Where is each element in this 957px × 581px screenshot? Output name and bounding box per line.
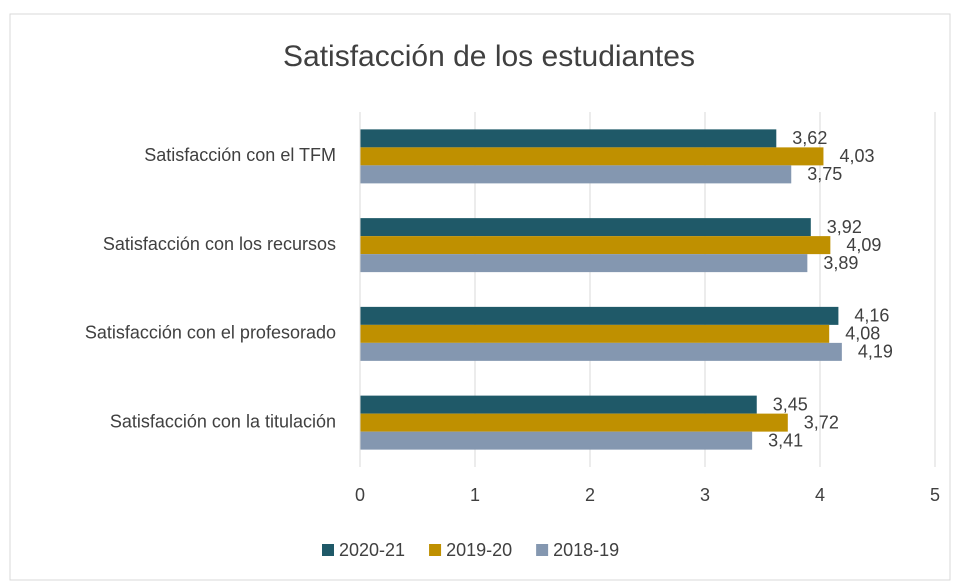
data-label: 3,92: [827, 217, 862, 237]
legend-label: 2020-21: [339, 540, 405, 560]
x-tick-label: 2: [585, 485, 595, 505]
bar: [360, 147, 824, 166]
bar: [360, 431, 753, 450]
bar: [360, 254, 808, 273]
data-label: 4,09: [846, 235, 881, 255]
legend-label: 2019-20: [446, 540, 512, 560]
data-label: 3,62: [792, 128, 827, 148]
legend-label: 2018-19: [553, 540, 619, 560]
bar: [360, 165, 792, 184]
chart-title: Satisfacción de los estudiantes: [283, 40, 695, 73]
legend-swatch: [322, 544, 334, 556]
data-label: 3,89: [823, 253, 858, 273]
y-tick-label: Satisfacción con los recursos: [103, 234, 336, 254]
x-tick-label: 4: [815, 485, 825, 505]
bar: [360, 413, 788, 432]
y-tick-label: Satisfacción con la titulación: [110, 411, 336, 431]
x-tick-label: 0: [355, 485, 365, 505]
y-tick-label: Satisfacción con el profesorado: [85, 323, 336, 343]
bar: [360, 395, 757, 414]
data-label: 3,72: [804, 412, 839, 432]
data-label: 3,41: [768, 430, 803, 450]
data-label: 4,16: [854, 306, 889, 326]
legend-swatch: [429, 544, 442, 556]
data-label: 4,19: [858, 342, 893, 362]
bar: [360, 306, 839, 325]
data-label: 4,03: [839, 146, 874, 166]
x-tick-label: 1: [470, 485, 480, 505]
bar: [360, 129, 777, 148]
y-tick-label: Satisfacción con el TFM: [144, 145, 336, 165]
data-label: 3,45: [773, 394, 808, 414]
data-label: 4,08: [845, 324, 880, 344]
data-label: 3,75: [807, 164, 842, 184]
x-tick-label: 3: [700, 485, 710, 505]
bar: [360, 342, 842, 361]
bar: [360, 236, 831, 255]
x-tick-label: 5: [930, 485, 940, 505]
legend-swatch: [536, 544, 549, 556]
bar: [360, 218, 811, 237]
bar: [360, 324, 830, 343]
chart-border: [9, 13, 951, 581]
